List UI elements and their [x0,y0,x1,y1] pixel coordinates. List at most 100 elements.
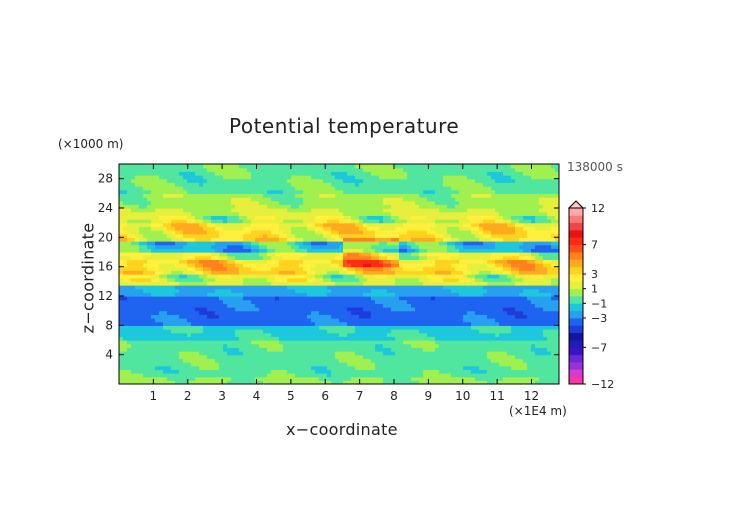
heatmap-cell [331,307,336,312]
heatmap-cell [235,277,240,282]
heatmap-cell [183,252,188,257]
heatmap-cell [307,336,312,341]
heatmap-cell [259,373,264,378]
heatmap-cell [235,230,240,235]
heatmap-cell [263,362,268,367]
heatmap-cell [467,347,472,352]
heatmap-cell [207,369,212,374]
heatmap-cell [187,376,192,381]
heatmap-cell [307,365,312,370]
heatmap-cell [535,237,540,242]
heatmap-cell [495,332,500,337]
heatmap-cell [459,318,464,323]
heatmap-cell [179,325,184,330]
heatmap-cell [351,373,356,378]
heatmap-cell [199,336,204,341]
heatmap-cell [543,365,548,370]
heatmap-cell [391,376,396,381]
heatmap-cell [383,369,388,374]
heatmap-cell [335,244,340,249]
heatmap-cell [191,358,196,363]
heatmap-cell [439,233,444,238]
heatmap-cell [487,354,492,359]
heatmap-cell [543,325,548,330]
heatmap-cell [159,222,164,227]
heatmap-cell [215,219,220,224]
heatmap-cell [351,266,356,271]
heatmap-cell [319,244,324,249]
heatmap-cell [283,362,288,367]
heatmap-cell [515,259,520,264]
heatmap-cell [311,318,316,323]
heatmap-cell [215,285,220,290]
heatmap-cell [431,226,436,231]
heatmap-cell [327,343,332,348]
heatmap-cell [307,248,312,253]
heatmap-cell [395,233,400,238]
heatmap-cell [379,277,384,282]
heatmap-cell [207,237,212,242]
heatmap-cell [355,362,360,367]
heatmap-cell [547,340,552,345]
heatmap-cell [471,318,476,323]
heatmap-cell [411,365,416,370]
heatmap-cell [175,336,180,341]
heatmap-cell [475,259,480,264]
heatmap-cell [467,303,472,308]
heatmap-cell [459,358,464,363]
heatmap-cell [367,263,372,268]
heatmap-cell [203,248,208,253]
heatmap-cell [419,296,424,301]
heatmap-cell [467,310,472,315]
heatmap-cell [499,310,504,315]
heatmap-cell [495,248,500,253]
heatmap-cell [539,288,544,293]
heatmap-cell [231,248,236,253]
heatmap-cell [239,347,244,352]
heatmap-cell [199,277,204,282]
heatmap-cell [307,325,312,330]
heatmap-cell [527,226,532,231]
heatmap-cell [515,303,520,308]
heatmap-cell [231,292,236,297]
heatmap-cell [147,358,152,363]
heatmap-cell [383,281,388,286]
heatmap-cell [207,358,212,363]
heatmap-cell [359,376,364,381]
heatmap-cell [439,270,444,275]
heatmap-cell [531,270,536,275]
heatmap-cell [519,281,524,286]
heatmap-cell [267,347,272,352]
heatmap-cell [283,259,288,264]
heatmap-cell [519,351,524,356]
heatmap-cell [255,233,260,238]
heatmap-cell [211,263,216,268]
heatmap-cell [259,281,264,286]
heatmap-cell [323,244,328,249]
heatmap-cell [151,321,156,326]
heatmap-cell [159,329,164,334]
heatmap-cell [119,281,124,286]
heatmap-cell [307,230,312,235]
heatmap-cell [195,307,200,312]
heatmap-cell [235,376,240,381]
heatmap-cell [143,285,148,290]
heatmap-cell [299,296,304,301]
heatmap-cell [447,373,452,378]
heatmap-cell [495,362,500,367]
heatmap-cell [143,222,148,227]
heatmap-cell [431,336,436,341]
heatmap-cell [447,252,452,257]
heatmap-cell [375,314,380,319]
heatmap-cell [483,244,488,249]
heatmap-cell [267,281,272,286]
heatmap-cell [283,266,288,271]
heatmap-cell [243,292,248,297]
heatmap-cell [387,292,392,297]
heatmap-cell [311,263,316,268]
heatmap-cell [547,362,552,367]
heatmap-cell [443,259,448,264]
heatmap-cell [451,237,456,242]
heatmap-cell [459,376,464,381]
heatmap-cell [407,252,412,257]
